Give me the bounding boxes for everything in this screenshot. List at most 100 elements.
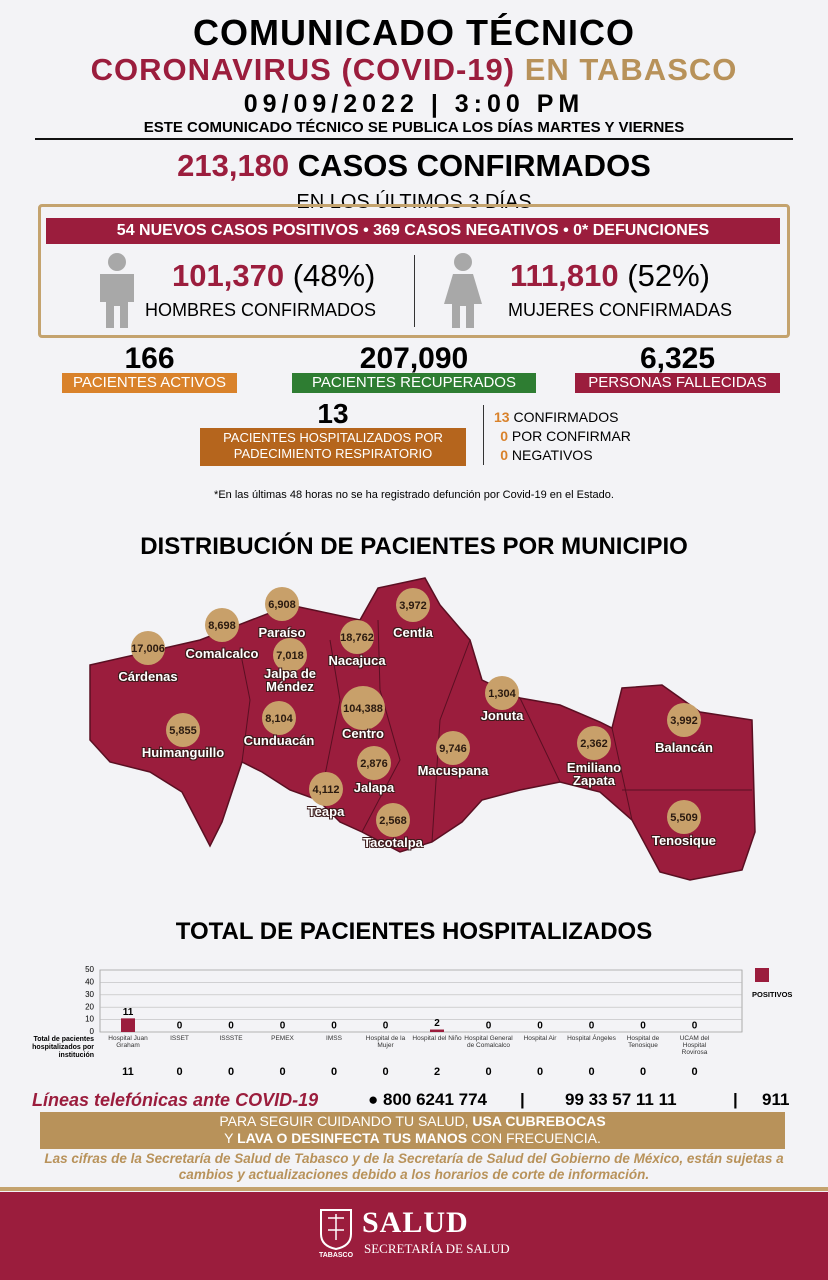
municipality-marker — [205, 608, 239, 642]
total-value: 0 — [485, 1066, 492, 1078]
value-label: 11 — [123, 1007, 134, 1018]
total-value: 2 — [433, 1066, 441, 1078]
municipality-name: Centro — [342, 726, 384, 741]
y-tick-label: 0 — [90, 1027, 95, 1036]
footer: TABASCO SALUD SECRETARÍA DE SALUD — [0, 1192, 828, 1280]
x-tick-label: ISSET — [170, 1035, 189, 1042]
deaths-label: PERSONAS FALLECIDAS — [575, 373, 780, 393]
breakdown-divider — [483, 405, 484, 465]
municipality-marker — [340, 620, 374, 654]
total-value: 0 — [588, 1066, 595, 1078]
municipality-value: 18,762 — [340, 632, 374, 644]
x-tick-label: PEMEX — [271, 1035, 294, 1042]
municipality-value: 8,104 — [265, 713, 293, 725]
deaths-value: 6,325 — [639, 342, 716, 375]
y-tick-label: 30 — [85, 990, 94, 999]
total-value: 0 — [639, 1066, 647, 1078]
subtitle: CORONAVIRUS (COVID-19) EN TABASCO — [0, 52, 828, 88]
municipality-marker — [667, 703, 701, 737]
y-tick-label: 40 — [85, 978, 94, 987]
women-label: MUJERES CONFIRMADAS — [508, 300, 733, 320]
women-count: 111,810 (52%) — [510, 258, 710, 294]
municipality-value: 2,362 — [580, 738, 608, 750]
breakdown-value: 0 — [500, 428, 508, 444]
advice-text: CON FRECUENCIA. — [470, 1130, 601, 1146]
hospitalized-value: 13 — [317, 398, 349, 429]
municipality-marker — [577, 726, 611, 760]
phone-label: Líneas telefónicas ante COVID-19 — [32, 1090, 319, 1110]
municipality-marker — [131, 631, 165, 665]
phone-number: 911 — [762, 1090, 790, 1109]
x-tick-label: Hospital de la Mujer — [365, 1035, 406, 1049]
municipality-name: Macuspana — [417, 763, 489, 778]
tabasco-shape — [89, 577, 756, 881]
total-value: 0 — [176, 1066, 183, 1078]
value-label: 0 — [692, 1021, 698, 1032]
municipality-value: 7,018 — [276, 650, 304, 662]
active-value: 166 — [124, 342, 175, 375]
value-label: 0 — [537, 1021, 543, 1032]
footer-ministry: SECRETARÍA DE SALUD — [364, 1241, 510, 1256]
x-tick-label: Hospital General de Comalcalco — [464, 1035, 513, 1049]
x-tick-label: Hospital Air — [523, 1035, 557, 1042]
value-label: 0 — [228, 1021, 234, 1032]
phone-number: 99 33 57 11 11 — [565, 1090, 677, 1109]
municipality-name: Centla — [393, 625, 433, 640]
municipality-marker — [265, 587, 299, 621]
municipality-name: Nacajuca — [328, 653, 386, 668]
municipality-marker — [309, 772, 343, 806]
total-value: 0 — [691, 1066, 698, 1078]
totals-row-label: Total de pacientes hospitalizados por in… — [32, 1036, 94, 1059]
subtitle-main: CORONAVIRUS (COVID-19) — [90, 52, 516, 87]
hospitalized-label: PACIENTES HOSPITALIZADOS POR PADECIMIENT… — [200, 428, 466, 466]
municipal-borders — [239, 619, 752, 843]
total-label: CASOS CONFIRMADOS — [297, 148, 651, 183]
municipality-name: Jalapa — [353, 780, 395, 795]
total-value: 0 — [279, 1066, 286, 1078]
bar — [430, 1029, 444, 1032]
municipality-value: 5,855 — [169, 725, 197, 737]
breakdown-row: 0 POR CONFIRMAR — [494, 428, 631, 444]
men-pct: (48%) — [292, 258, 376, 293]
advice-band: PARA SEGUIR CUIDANDO TU SALUD, USA CUBRE… — [40, 1112, 785, 1149]
breakdown-label: POR CONFIRMAR — [511, 428, 631, 444]
women-value: 111,810 — [510, 258, 619, 293]
y-tick-label: 50 — [85, 965, 94, 974]
advice-text: Y — [224, 1130, 234, 1146]
footer-brand: SALUD — [362, 1206, 469, 1239]
advice-strong: LAVA O DESINFECTA TUS MANOS — [237, 1130, 468, 1146]
x-tick-label: Hospital Juan Graham — [108, 1035, 148, 1049]
title: COMUNICADO TÉCNICO — [193, 12, 635, 53]
municipality-name: Cárdenas — [118, 669, 178, 684]
municipality-marker — [436, 731, 470, 765]
municipality-name: Jalpa de Méndez — [263, 666, 317, 694]
men-count: 101,370 (48%) — [172, 258, 375, 294]
date: 09/09/2022 | 3:00 PM — [243, 90, 585, 118]
x-tick-label: Hospital de Tenosique — [626, 1035, 660, 1049]
municipality-marker — [341, 686, 385, 730]
x-tick-label: IMSS — [326, 1035, 342, 1042]
x-tick-label: UCAM del Hospital Rovirosa — [679, 1035, 710, 1056]
municipality-value: 8,698 — [208, 620, 236, 632]
municipality-value: 104,388 — [343, 703, 383, 715]
men-label: HOMBRES CONFIRMADOS — [145, 300, 377, 320]
period: EN LOS ÚLTIMOS 3 DÍAS — [296, 191, 532, 213]
total-value: 0 — [330, 1066, 338, 1078]
phone-sep: | — [520, 1090, 525, 1109]
summary-box — [38, 204, 790, 338]
municipality-name: Tacotalpa — [363, 835, 423, 850]
phone-number: 800 6241 774 — [383, 1090, 487, 1109]
municipality-marker — [667, 800, 701, 834]
municipality-value: 3,972 — [399, 600, 427, 612]
municipality-value: 9,746 — [439, 743, 467, 755]
total-value: 0 — [382, 1066, 389, 1078]
x-tick-label: ISSSTE — [219, 1035, 243, 1042]
value-label: 0 — [280, 1021, 286, 1032]
value-label: 0 — [486, 1021, 492, 1032]
x-tick-label: Hospital Ángeles — [567, 1035, 616, 1042]
phone-1: ● 800 6241 774 — [368, 1090, 487, 1109]
bar — [121, 1018, 135, 1032]
footnote: *En las últimas 48 horas no se ha regist… — [214, 489, 614, 501]
value-label: 2 — [434, 1018, 440, 1029]
